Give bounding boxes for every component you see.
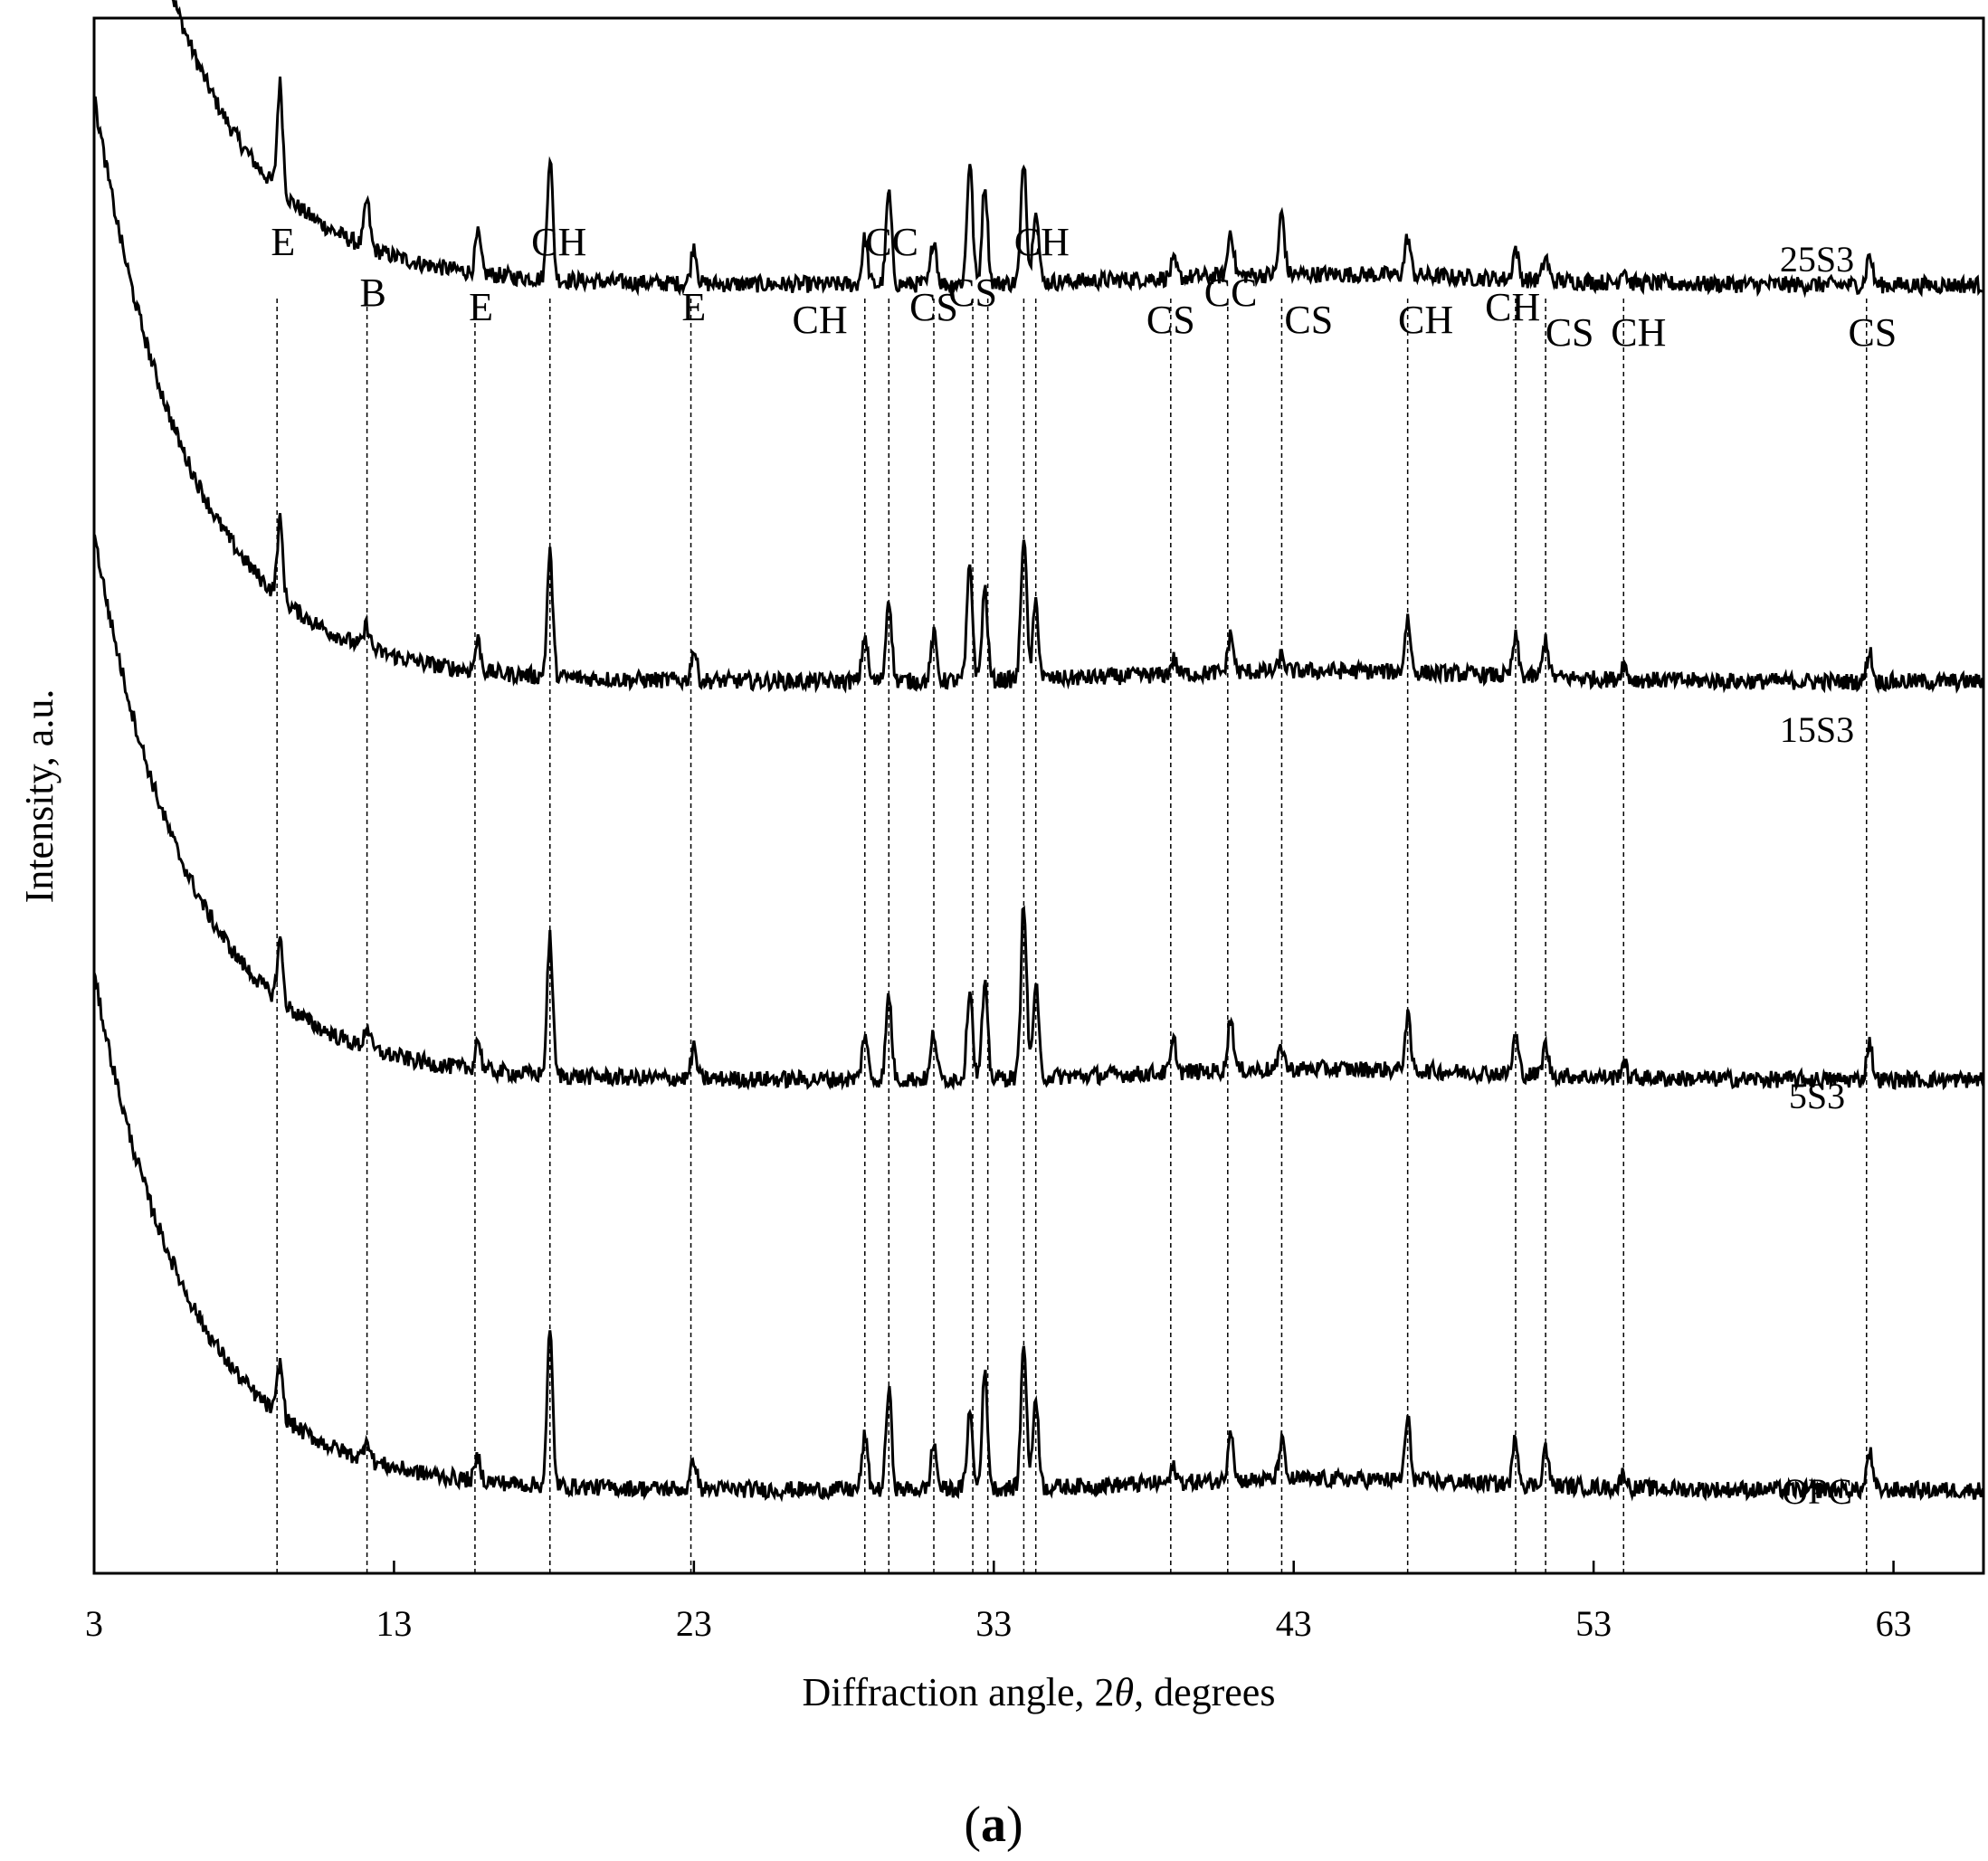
peak-label: E	[469, 285, 493, 329]
x-tick-label: 63	[1876, 1603, 1912, 1644]
peak-label: CH	[531, 220, 586, 264]
peak-label: CC	[1204, 271, 1258, 315]
series-line-OPC	[92, 972, 1985, 1503]
peak-label: CH	[1398, 298, 1453, 342]
x-axis-ticks: 3 13 23 33 43 53 63	[85, 1561, 1912, 1644]
peak-label: CH	[1014, 220, 1070, 264]
series-line-15S3	[92, 96, 1985, 694]
peak-label: E	[271, 220, 295, 264]
series-group	[92, 0, 1985, 1503]
series-labels: 25S3 15S3 5S3 OPC	[1780, 239, 1854, 1512]
series-label-25S3: 25S3	[1780, 239, 1854, 280]
x-tick-label: 13	[376, 1603, 412, 1644]
peak-label: CS	[1546, 310, 1594, 355]
series-line-5S3	[92, 534, 1985, 1092]
peak-label: CC	[865, 220, 918, 264]
series-label-OPC: OPC	[1782, 1471, 1852, 1512]
peak-label: E	[681, 285, 706, 329]
x-axis-label: Diffraction angle, 2θ, degrees	[803, 1670, 1276, 1714]
reference-lines	[276, 299, 1868, 1573]
x-tick-label: 33	[975, 1603, 1012, 1644]
peak-label: CS	[1146, 298, 1195, 342]
series-label-5S3: 5S3	[1789, 1076, 1845, 1116]
peak-label: CS	[1284, 298, 1333, 342]
peak-label: CH	[792, 298, 847, 342]
panel-label: (a)	[964, 1797, 1023, 1853]
x-tick-label: 3	[85, 1603, 103, 1644]
peak-label: CS	[1848, 310, 1897, 355]
series-label-15S3: 15S3	[1780, 709, 1854, 750]
peak-label: CS	[948, 271, 997, 315]
x-tick-label: 53	[1575, 1603, 1612, 1644]
peak-label: CH	[1485, 285, 1540, 329]
x-tick-label: 23	[676, 1603, 712, 1644]
plot-frame	[92, 16, 1985, 1575]
y-axis-label: Intensity, a.u.	[17, 689, 62, 904]
series-line-25S3	[171, 0, 1984, 299]
x-tick-label: 43	[1276, 1603, 1312, 1644]
peak-label: CS	[909, 285, 958, 329]
peak-label: CH	[1611, 310, 1666, 355]
peak-label: B	[360, 271, 386, 315]
